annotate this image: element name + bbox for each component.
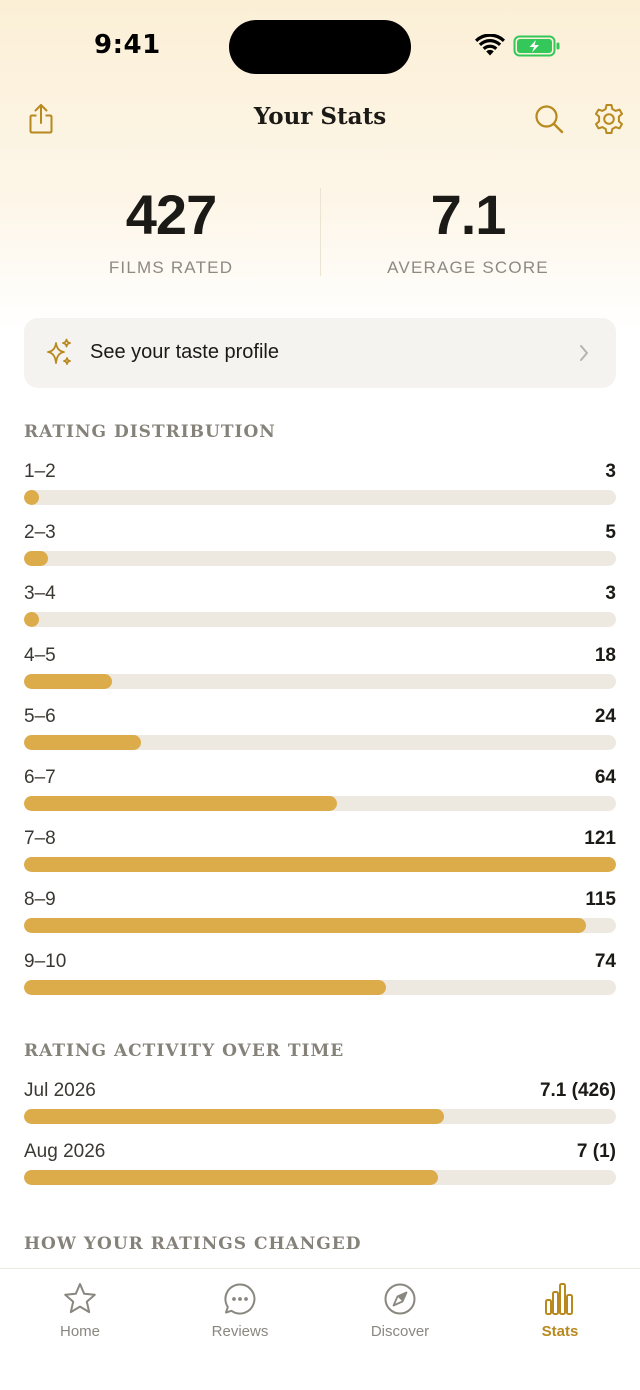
distribution-bar-fill — [24, 490, 39, 505]
distribution-label: 6–7 — [24, 767, 56, 788]
distribution-label: 5–6 — [24, 705, 56, 727]
activity-row: Aug 2026 7 (1) — [24, 1141, 616, 1191]
distribution-bar-track — [24, 673, 616, 689]
star-icon — [64, 1283, 96, 1314]
films-rated-label: FILMS RATED — [108, 258, 234, 277]
tab-stats[interactable]: Stats — [500, 1281, 620, 1351]
sparkles-icon — [47, 338, 71, 365]
chevron-right-icon — [580, 345, 588, 361]
taste-profile-button[interactable]: See your taste profile — [24, 318, 616, 388]
activity-row: Jul 2026 7.1 (426) — [24, 1080, 616, 1130]
distribution-count: 3 — [605, 583, 616, 605]
stat-divider — [320, 188, 321, 276]
distribution-bar-fill — [24, 857, 616, 873]
rating-activity-title: RATING ACTIVITY OVER TIME — [24, 1041, 345, 1061]
tab-reviews[interactable]: Reviews — [180, 1281, 300, 1351]
status-time: 9:41 — [94, 30, 161, 60]
distribution-bar-fill — [24, 734, 141, 750]
distribution-bar-track — [24, 734, 616, 750]
distribution-bar-fill — [24, 918, 586, 934]
settings-button[interactable] — [590, 99, 628, 139]
tab-stats-label: Stats — [541, 1323, 579, 1340]
distribution-label: 7–8 — [24, 828, 56, 850]
share-icon — [29, 104, 53, 134]
distribution-count: 18 — [594, 644, 616, 666]
distribution-bar-track — [24, 979, 616, 995]
header: Your Stats — [0, 95, 640, 145]
distribution-bar-fill — [24, 979, 386, 995]
distribution-count: 5 — [605, 522, 616, 544]
distribution-bar-track — [24, 918, 616, 934]
taste-profile-label: See your taste profile — [90, 341, 279, 363]
average-score-stat: 7.1 AVERAGE SCORE — [328, 182, 608, 278]
distribution-count: 64 — [594, 767, 616, 788]
rating-distribution-title: RATING DISTRIBUTION — [24, 422, 276, 442]
activity-count: 7 (1) — [576, 1141, 616, 1162]
search-icon — [535, 105, 564, 134]
distribution-row: 3–4 3 — [24, 583, 616, 633]
distribution-row: 2–3 5 — [24, 522, 616, 572]
activity-bar-fill — [24, 1109, 444, 1124]
distribution-bar-track — [24, 551, 616, 567]
distribution-bar-fill — [24, 796, 337, 811]
distribution-row: 1–2 3 — [24, 461, 616, 511]
tab-discover-label: Discover — [370, 1323, 430, 1340]
distribution-bar-track — [24, 490, 616, 505]
films-rated-stat: 427 FILMS RATED — [31, 182, 311, 278]
tab-home[interactable]: Home — [20, 1281, 140, 1351]
average-score-value: 7.1 — [430, 183, 507, 246]
activity-bar-fill — [24, 1170, 438, 1185]
bar-chart-icon — [545, 1283, 573, 1315]
compass-icon — [384, 1283, 416, 1315]
distribution-count: 74 — [594, 950, 616, 972]
distribution-label: 8–9 — [24, 889, 56, 911]
chat-bubble-icon — [224, 1283, 256, 1315]
distribution-row: 6–7 64 — [24, 767, 616, 817]
films-rated-value: 427 — [125, 183, 217, 246]
distribution-row: 5–6 24 — [24, 706, 616, 756]
distribution-bar-track — [24, 796, 616, 811]
distribution-row: 8–9 115 — [24, 889, 616, 939]
page-title: Your Stats — [253, 103, 387, 130]
distribution-bar-track — [24, 857, 616, 873]
gear-icon — [595, 104, 623, 134]
share-button[interactable] — [24, 99, 58, 139]
activity-count: 7.1 (426) — [539, 1080, 616, 1101]
distribution-count: 121 — [584, 828, 616, 850]
distribution-row: 4–5 18 — [24, 645, 616, 695]
average-score-label: AVERAGE SCORE — [387, 258, 549, 277]
distribution-bar-fill — [24, 612, 39, 628]
dynamic-island — [229, 20, 411, 74]
distribution-row: 9–10 74 — [24, 951, 616, 1001]
stats-summary: 427 FILMS RATED 7.1 AVERAGE SCORE — [0, 182, 640, 282]
wifi-icon — [475, 34, 505, 56]
activity-label: Aug 2026 — [24, 1141, 106, 1162]
distribution-label: 4–5 — [24, 644, 56, 666]
distribution-label: 9–10 — [24, 950, 67, 972]
activity-bar-track — [24, 1109, 616, 1124]
ratings-changed-title: HOW YOUR RATINGS CHANGED — [24, 1234, 362, 1254]
distribution-count: 3 — [605, 461, 616, 482]
activity-bar-track — [24, 1170, 616, 1185]
tab-reviews-label: Reviews — [211, 1323, 269, 1340]
distribution-bar-fill — [24, 551, 48, 567]
search-button[interactable] — [530, 99, 568, 139]
distribution-bar-track — [24, 612, 616, 628]
distribution-label: 2–3 — [24, 522, 56, 544]
tab-home-label: Home — [59, 1323, 100, 1340]
distribution-label: 3–4 — [24, 583, 56, 605]
distribution-count: 24 — [594, 705, 616, 727]
distribution-bar-fill — [24, 673, 112, 689]
distribution-row: 7–8 121 — [24, 828, 616, 878]
tab-bar: Home Reviews Discover Stats — [0, 1268, 640, 1390]
distribution-count: 115 — [585, 889, 616, 911]
activity-label: Jul 2026 — [24, 1080, 96, 1101]
tab-discover[interactable]: Discover — [340, 1281, 460, 1351]
status-bar: 9:41 — [0, 0, 640, 95]
battery-icon — [513, 35, 560, 57]
distribution-label: 1–2 — [24, 461, 56, 482]
